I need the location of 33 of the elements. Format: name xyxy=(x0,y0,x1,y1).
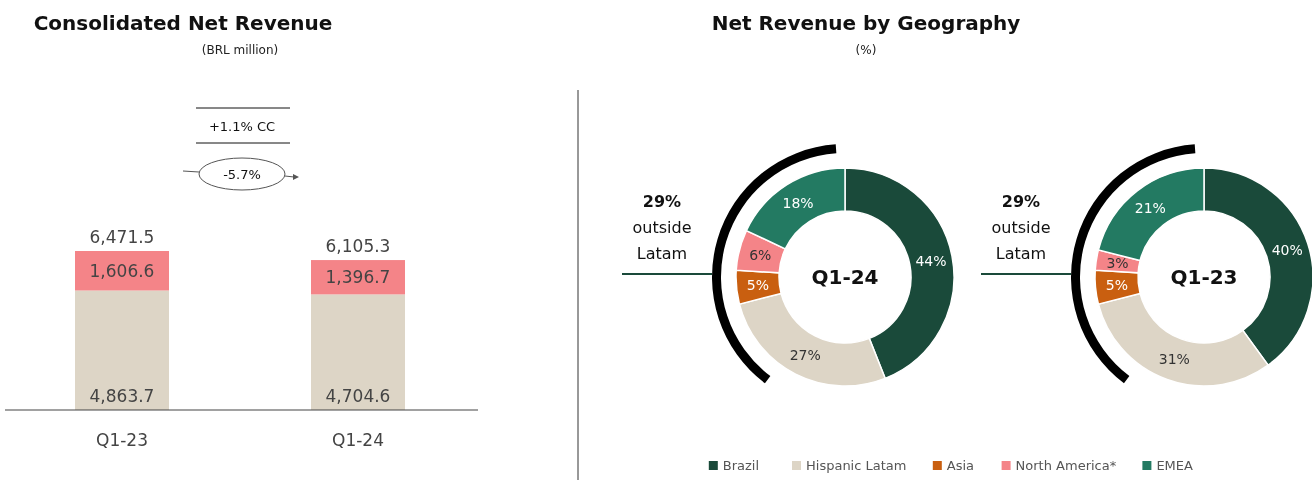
data-label: 3% xyxy=(1106,255,1129,272)
data-label: 44% xyxy=(915,252,947,269)
text: 29% outside Latam xyxy=(632,192,692,263)
data-label: 6% xyxy=(749,247,772,264)
chart-subtitle: (%) xyxy=(855,43,877,57)
annotation: 6,471.5 xyxy=(89,226,155,247)
data-label: 5% xyxy=(1105,277,1128,294)
legend-label: Brazil xyxy=(722,458,760,473)
legend-label: North America* xyxy=(1015,458,1117,473)
bar xyxy=(311,294,405,410)
text: -5.7% xyxy=(223,167,261,182)
chart-subtitle: (BRL million) xyxy=(201,43,279,57)
data-label: 4,704.6 xyxy=(325,386,391,406)
slice-label: Q1-23 xyxy=(1170,265,1238,289)
annotation: 6,105.3 xyxy=(325,235,391,256)
data-label: 5% xyxy=(746,277,769,294)
data-label: 31% xyxy=(1158,351,1190,368)
data-label: 1,396.7 xyxy=(325,267,391,288)
data-label: 4,863.7 xyxy=(89,386,155,406)
data-label: 1,606.6 xyxy=(89,260,155,281)
text: 29% outside Latam xyxy=(991,192,1051,263)
data-label: 21% xyxy=(1134,199,1166,216)
slice-label: Q1-24 xyxy=(811,265,879,289)
chart-title: Net Revenue by Geography xyxy=(711,11,1021,35)
bar xyxy=(75,290,169,410)
legend-label: EMEA xyxy=(1156,458,1194,473)
chart-title: Consolidated Net Revenue xyxy=(33,11,333,35)
data-label: 27% xyxy=(789,346,821,363)
data-label: 18% xyxy=(782,195,814,212)
text: +1.1% CC xyxy=(208,119,276,134)
legend-label: Asia xyxy=(946,458,975,473)
data-label: 40% xyxy=(1271,241,1303,258)
legend-label: Hispanic Latam xyxy=(806,458,907,473)
